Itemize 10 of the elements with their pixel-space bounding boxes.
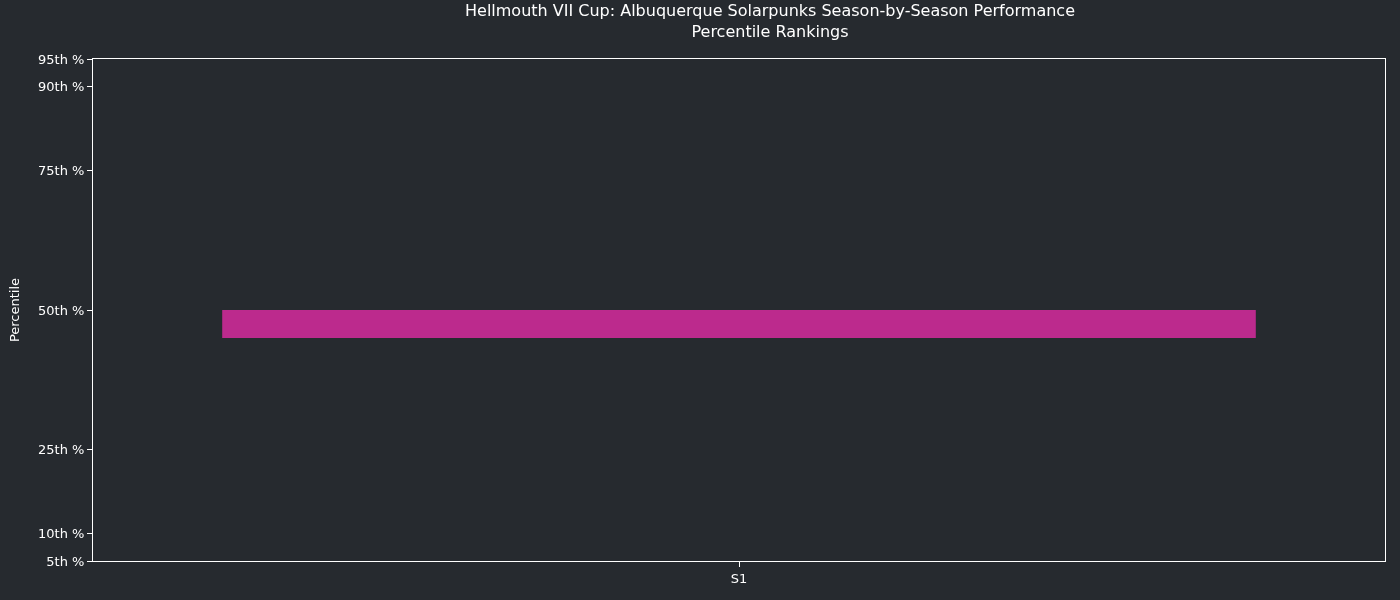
y-tick-label: 10th % bbox=[38, 525, 85, 541]
y-tick-label: 50th % bbox=[38, 302, 85, 318]
y-tick-label: 90th % bbox=[38, 79, 85, 95]
y-tick-label: 25th % bbox=[38, 441, 85, 457]
chart-title: Hellmouth VII Cup: Albuquerque Solarpunks Season-by-Season Performance Percentile Rankings bbox=[465, 1, 1075, 41]
x-tick-label: S1 bbox=[730, 570, 748, 586]
y-tick-label: 95th % bbox=[38, 51, 85, 67]
y-tick-label: 75th % bbox=[38, 163, 85, 179]
y-tick-label: 5th % bbox=[46, 553, 85, 569]
y-axis-title: Percentile bbox=[6, 277, 22, 343]
